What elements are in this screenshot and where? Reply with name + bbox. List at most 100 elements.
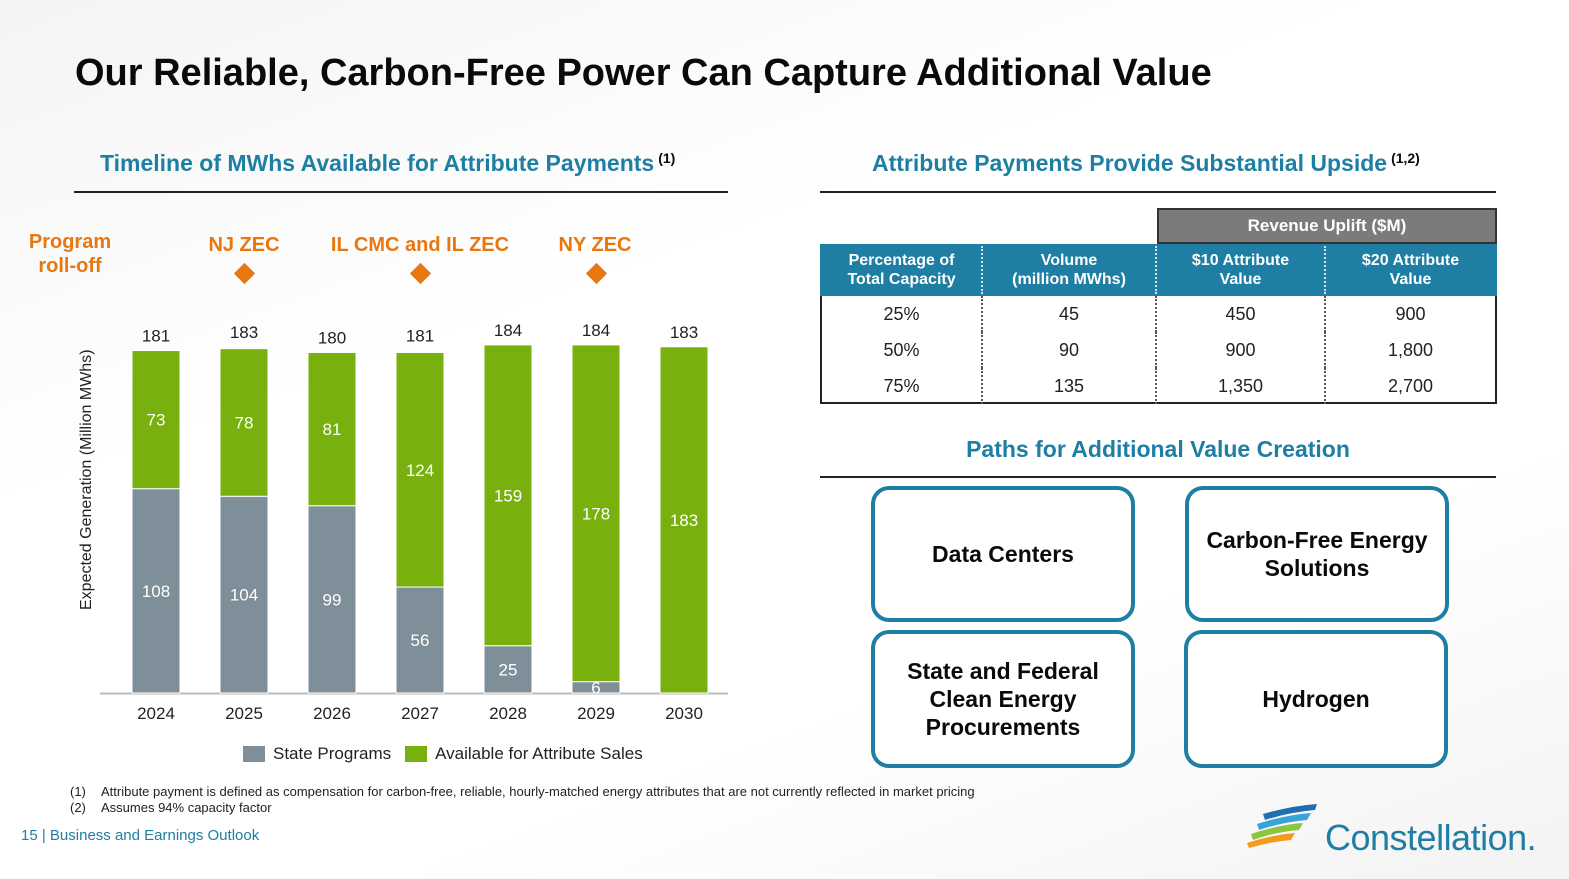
bar-available-2025 bbox=[219, 348, 269, 497]
chart-legend: State Programs Available for Attribute S… bbox=[243, 744, 657, 764]
th-line2: Value bbox=[1389, 271, 1432, 288]
paths-heading: Paths for Additional Value Creation bbox=[966, 436, 1350, 462]
table-heading-text: Attribute Payments Provide Substantial U… bbox=[872, 150, 1388, 176]
x-tick-label-2026: 2026 bbox=[313, 704, 351, 723]
table-row: 50% 90 900 1,800 bbox=[822, 332, 1495, 368]
bar-available-2027 bbox=[395, 351, 445, 588]
table-body: 25% 45 450 900 50% 90 900 1,800 75% 135 … bbox=[820, 296, 1497, 404]
th-line1: Volume bbox=[1040, 252, 1098, 269]
footnotes: (1) Attribute payment is defined as comp… bbox=[70, 784, 975, 816]
x-tick-label-2030: 2030 bbox=[665, 704, 703, 723]
legend-label-available: Available for Attribute Sales bbox=[435, 744, 643, 763]
table-header-volume: Volume (million MWhs) bbox=[983, 246, 1158, 294]
table-cell: 900 bbox=[1395, 303, 1426, 324]
table-heading: Attribute Payments Provide Substantial U… bbox=[872, 150, 1420, 177]
path-line: Carbon-Free Energy bbox=[1206, 527, 1428, 553]
table-cell: 135 bbox=[983, 368, 1158, 404]
page-title: Our Reliable, Carbon-Free Power Can Capt… bbox=[75, 52, 1212, 94]
table-heading-rule bbox=[820, 191, 1496, 193]
table-cell: 90 bbox=[983, 332, 1158, 368]
data-label-state-2025: 104 bbox=[230, 586, 258, 605]
th-line2: (million MWhs) bbox=[1012, 271, 1126, 288]
table-cell: 1,800 bbox=[1387, 339, 1434, 360]
bar-state-2025 bbox=[219, 495, 269, 694]
th-line2: Value bbox=[1219, 271, 1262, 288]
path-line: Solutions bbox=[1264, 555, 1370, 581]
footnote-1: (1) Attribute payment is defined as comp… bbox=[70, 784, 975, 800]
legend-item-state: State Programs bbox=[243, 744, 391, 764]
path-line: Hydrogen bbox=[1262, 686, 1370, 712]
total-label-2026: 180 bbox=[318, 328, 346, 347]
legend-swatch-state bbox=[243, 746, 265, 762]
data-label-state-2024: 108 bbox=[142, 582, 170, 601]
table-group-header: Revenue Uplift ($M) bbox=[1157, 208, 1497, 244]
x-tick-label-2024: 2024 bbox=[137, 704, 175, 723]
chart-heading-text: Timeline of MWhs Available for Attribute… bbox=[100, 150, 655, 176]
path-line: Clean Energy bbox=[929, 686, 1077, 712]
table-row: 75% 135 1,350 2,700 bbox=[822, 368, 1495, 404]
bar-state-2027 bbox=[395, 586, 445, 694]
bar-state-2026 bbox=[307, 505, 357, 694]
footnote-num: (2) bbox=[70, 800, 86, 815]
x-tick-label-2025: 2025 bbox=[225, 704, 263, 723]
table-cell: 450 bbox=[1157, 296, 1327, 332]
data-label-available-2025: 78 bbox=[235, 413, 254, 432]
bar-available-2026 bbox=[307, 351, 357, 507]
footnote-2: (2) Assumes 94% capacity factor bbox=[70, 800, 975, 816]
table-cell: 2,700 bbox=[1387, 375, 1434, 396]
table-cell: 50% bbox=[822, 332, 984, 368]
data-label-state-2027: 56 bbox=[411, 631, 430, 650]
bar-available-2028 bbox=[483, 344, 533, 647]
total-label-2027: 181 bbox=[406, 327, 434, 346]
path-box-carbon-free: Carbon-Free Energy Solutions bbox=[1185, 486, 1449, 622]
legend-swatch-available bbox=[405, 746, 428, 762]
total-label-2024: 181 bbox=[142, 327, 170, 346]
footnote-text: Attribute payment is defined as compensa… bbox=[101, 784, 975, 799]
table-header-20-value: $20 Attribute Value bbox=[1326, 246, 1495, 294]
bar-available-2024 bbox=[131, 350, 181, 490]
event-program-rolloff: Program roll-off bbox=[20, 230, 120, 278]
chart-heading-rule bbox=[74, 191, 728, 193]
table-header-percentage: Percentage of Total Capacity bbox=[822, 246, 984, 294]
x-tick-label-2027: 2027 bbox=[401, 704, 439, 723]
bar-state-2024 bbox=[131, 488, 181, 694]
table-cell: 75% bbox=[822, 368, 984, 404]
path-line: Procurements bbox=[925, 714, 1081, 740]
data-label-available-2029: 178 bbox=[582, 504, 610, 523]
logo-text: Constellation. bbox=[1325, 817, 1537, 858]
table-row: 25% 45 450 900 bbox=[822, 296, 1495, 332]
stacked-bar-chart: 108 73 181 2024 104 78 183 2025 99 81 180 2026 56 124… bbox=[100, 321, 728, 723]
data-label-available-2028: 159 bbox=[494, 486, 522, 505]
chart-heading-footnote: (1) bbox=[658, 150, 676, 166]
bar-state-2028 bbox=[483, 645, 533, 694]
table-cell: 25% bbox=[822, 296, 984, 332]
bar-available-2029 bbox=[571, 344, 621, 683]
event-program-line2: roll-off bbox=[38, 255, 102, 277]
path-box-data-centers: Data Centers bbox=[871, 486, 1135, 622]
table-header-row: Percentage of Total Capacity Volume (milli… bbox=[820, 244, 1497, 296]
data-label-state-2029: 6 bbox=[591, 678, 600, 697]
total-label-2029: 184 bbox=[582, 321, 610, 340]
legend-label-state: State Programs bbox=[273, 744, 392, 763]
data-label-state-2026: 99 bbox=[323, 590, 342, 609]
event-il-zec: IL CMC and IL ZEC bbox=[330, 234, 510, 256]
x-tick-label-2028: 2028 bbox=[489, 704, 527, 723]
data-label-available-2027: 124 bbox=[406, 461, 434, 480]
legend-item-available: Available for Attribute Sales bbox=[405, 744, 643, 764]
event-ny-zec: NY ZEC bbox=[558, 234, 632, 256]
path-box-hydrogen: Hydrogen bbox=[1184, 630, 1448, 768]
table-cell: 1,350 bbox=[1157, 368, 1327, 404]
x-tick-label-2029: 2029 bbox=[577, 704, 615, 723]
th-line2: Total Capacity bbox=[847, 271, 956, 288]
path-line: Data Centers bbox=[932, 541, 1074, 567]
th-line1: Percentage of bbox=[848, 252, 955, 269]
event-program-line1: Program bbox=[28, 231, 112, 253]
data-label-available-2024: 73 bbox=[147, 411, 166, 430]
page-footer: 15 | Business and Earnings Outlook bbox=[21, 827, 260, 844]
footnote-text: Assumes 94% capacity factor bbox=[101, 800, 272, 815]
table-header-10-value: $10 Attribute Value bbox=[1157, 246, 1327, 294]
event-nj-zec: NJ ZEC bbox=[208, 234, 280, 256]
th-line1: $20 Attribute bbox=[1361, 252, 1460, 269]
paths-heading-rule bbox=[820, 476, 1496, 478]
data-label-available-2030: 183 bbox=[670, 511, 698, 530]
